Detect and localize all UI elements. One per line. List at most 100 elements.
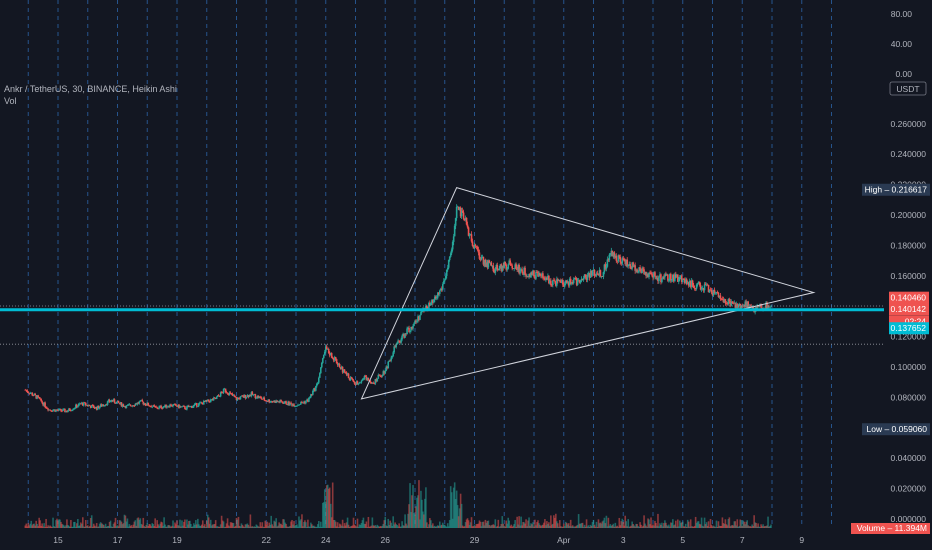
candle-body	[506, 269, 508, 270]
price-tick-label: 0.160000	[891, 271, 927, 281]
candle-body	[335, 357, 337, 359]
candle-body	[580, 281, 582, 283]
candle-body	[50, 410, 52, 411]
volume-bar	[716, 521, 718, 528]
candle-body	[360, 382, 362, 383]
candle-body	[445, 276, 447, 280]
candle-body	[44, 403, 46, 407]
volume-bar	[770, 525, 772, 528]
candle-body	[232, 394, 234, 396]
candle-body	[623, 259, 625, 262]
candle-body	[261, 399, 263, 400]
currency-label: USDT	[896, 84, 919, 94]
candle-body	[606, 267, 608, 269]
candle-body	[583, 278, 585, 280]
candle-body	[312, 391, 314, 395]
candle-body	[390, 358, 392, 361]
time-tick-label: 3	[621, 535, 626, 545]
candle-body	[679, 277, 681, 279]
time-tick-label: Apr	[557, 535, 570, 545]
candle-body	[352, 379, 354, 381]
candle-body	[554, 281, 556, 282]
candle-body	[699, 282, 701, 285]
volume-bar	[606, 516, 608, 528]
candle-body	[468, 227, 470, 235]
candle-body	[316, 384, 318, 386]
candle-body	[513, 268, 515, 269]
candle-body	[671, 279, 673, 280]
volume-bar	[627, 519, 629, 528]
price-tick-label: 0.260000	[891, 119, 927, 129]
candle-body	[322, 358, 324, 363]
candle-body	[104, 406, 106, 407]
candle-body	[163, 406, 165, 407]
time-tick-label: 19	[172, 535, 182, 545]
symbol-legend[interactable]: Ankr / TetherUS, 30, BINANCE, Heikin Ash…	[4, 83, 177, 107]
candle-body	[400, 339, 402, 342]
time-axis-panel	[0, 530, 932, 550]
candle-body	[585, 275, 587, 278]
volume-legend-label[interactable]: Vol	[4, 95, 177, 107]
candle-body	[72, 409, 74, 410]
candle-body	[725, 299, 727, 303]
volume-bar	[461, 504, 463, 528]
candle-body	[616, 256, 618, 261]
candle-body	[462, 211, 464, 212]
volume-bar	[736, 519, 738, 528]
candle-body	[252, 392, 254, 395]
candle-body	[587, 275, 589, 280]
candle-body	[450, 253, 452, 257]
candle-body	[160, 406, 162, 408]
candle-body	[478, 250, 480, 253]
candle-body	[477, 247, 479, 250]
candle-body	[67, 411, 69, 412]
candle-body	[141, 400, 143, 402]
candle-body	[320, 367, 322, 373]
candle-body	[384, 371, 386, 374]
high-badge: High – 0.216617	[865, 185, 928, 195]
volume-bar	[184, 520, 186, 528]
price-badge-2: 0.140142	[891, 304, 927, 314]
candle-body	[697, 283, 699, 285]
candle-body	[60, 409, 62, 411]
price-tick-label: 0.240000	[891, 149, 927, 159]
candle-body	[116, 402, 118, 404]
candle-body	[463, 213, 465, 219]
candle-body	[170, 405, 172, 406]
candle-body	[479, 253, 481, 259]
candle-body	[126, 405, 128, 408]
candle-body	[521, 269, 523, 272]
volume-bar	[250, 514, 252, 528]
candle-body	[416, 321, 418, 322]
candle-body	[413, 324, 415, 326]
candle-body	[389, 361, 391, 362]
candle-body	[52, 410, 54, 411]
candle-body	[110, 401, 112, 402]
candle-body	[651, 274, 653, 275]
candle-body	[439, 291, 441, 294]
candle-body	[392, 352, 394, 356]
candle-body	[216, 397, 218, 399]
candle-body	[510, 264, 512, 265]
candle-body	[619, 257, 621, 262]
candle-body	[467, 225, 469, 228]
candle-body	[701, 289, 703, 290]
candle-body	[610, 254, 612, 255]
candle-body	[444, 280, 446, 281]
candle-body	[609, 255, 611, 261]
candle-body	[324, 352, 326, 355]
time-tick-label: 22	[262, 535, 272, 545]
candle-body	[391, 356, 393, 357]
candle-body	[192, 407, 194, 408]
candle-body	[729, 299, 731, 301]
symbol-title[interactable]: Ankr / TetherUS, 30, BINANCE, Heikin Ash…	[4, 83, 177, 95]
candle-body	[231, 393, 233, 394]
candle-body	[130, 404, 132, 405]
candle-body	[293, 404, 295, 406]
candle-body	[592, 271, 594, 276]
candle-body	[693, 285, 695, 287]
volume-tick-label: 80.00	[891, 9, 913, 19]
candle-body	[246, 397, 248, 398]
candle-body	[600, 270, 602, 276]
candle-body	[472, 241, 474, 245]
